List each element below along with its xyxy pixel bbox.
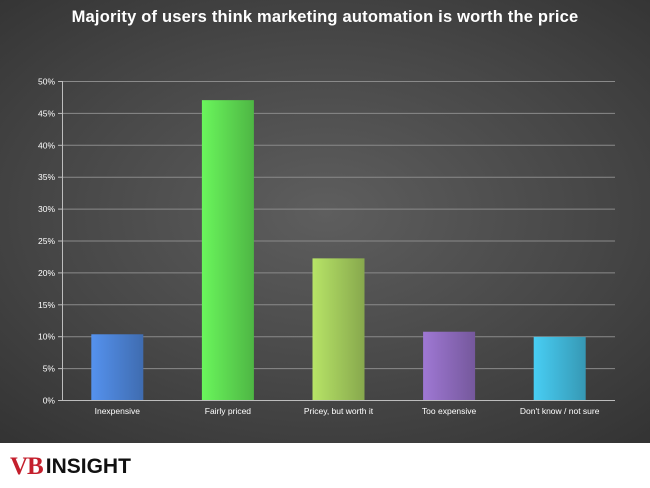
bar-3 — [312, 258, 365, 400]
y-tick-label: 25% — [38, 236, 55, 246]
y-tick-label: 30% — [38, 204, 55, 214]
chart-title: Majority of users think marketing automa… — [71, 8, 579, 26]
bar-5 — [533, 336, 586, 400]
y-tick-label: 35% — [38, 172, 55, 182]
y-tick-label: 0% — [43, 396, 56, 406]
bar-2 — [201, 100, 254, 400]
x-tick-label: Too expensive — [422, 406, 477, 416]
bar-4 — [423, 331, 476, 400]
x-tick-label: Pricey, but worth it — [304, 406, 374, 416]
vb-insight-logo: VB INSIGHT — [10, 454, 131, 480]
y-tick-label: 5% — [43, 364, 56, 374]
x-tick-label: Inexpensive — [95, 406, 141, 416]
brand-mark: VB — [10, 453, 44, 480]
y-tick-label: 10% — [38, 332, 55, 342]
y-tick-label: 40% — [38, 140, 55, 150]
bar-chart: 0% 5% 10% 15% 20% 25% 30% 35% 40% 45% 50% Inexpensi… — [38, 77, 615, 416]
y-tick-label: 50% — [38, 77, 55, 87]
y-tick-label: 20% — [38, 268, 55, 278]
y-tick-label: 15% — [38, 300, 55, 310]
y-tick-label: 45% — [38, 108, 55, 118]
brand-word: INSIGHT — [45, 455, 131, 478]
x-tick-label: Fairly priced — [205, 406, 252, 416]
chart-panel: Majority of users think marketing automa… — [0, 0, 650, 443]
x-tick-label: Don't know / not sure — [520, 406, 600, 416]
bar-1 — [91, 334, 144, 400]
